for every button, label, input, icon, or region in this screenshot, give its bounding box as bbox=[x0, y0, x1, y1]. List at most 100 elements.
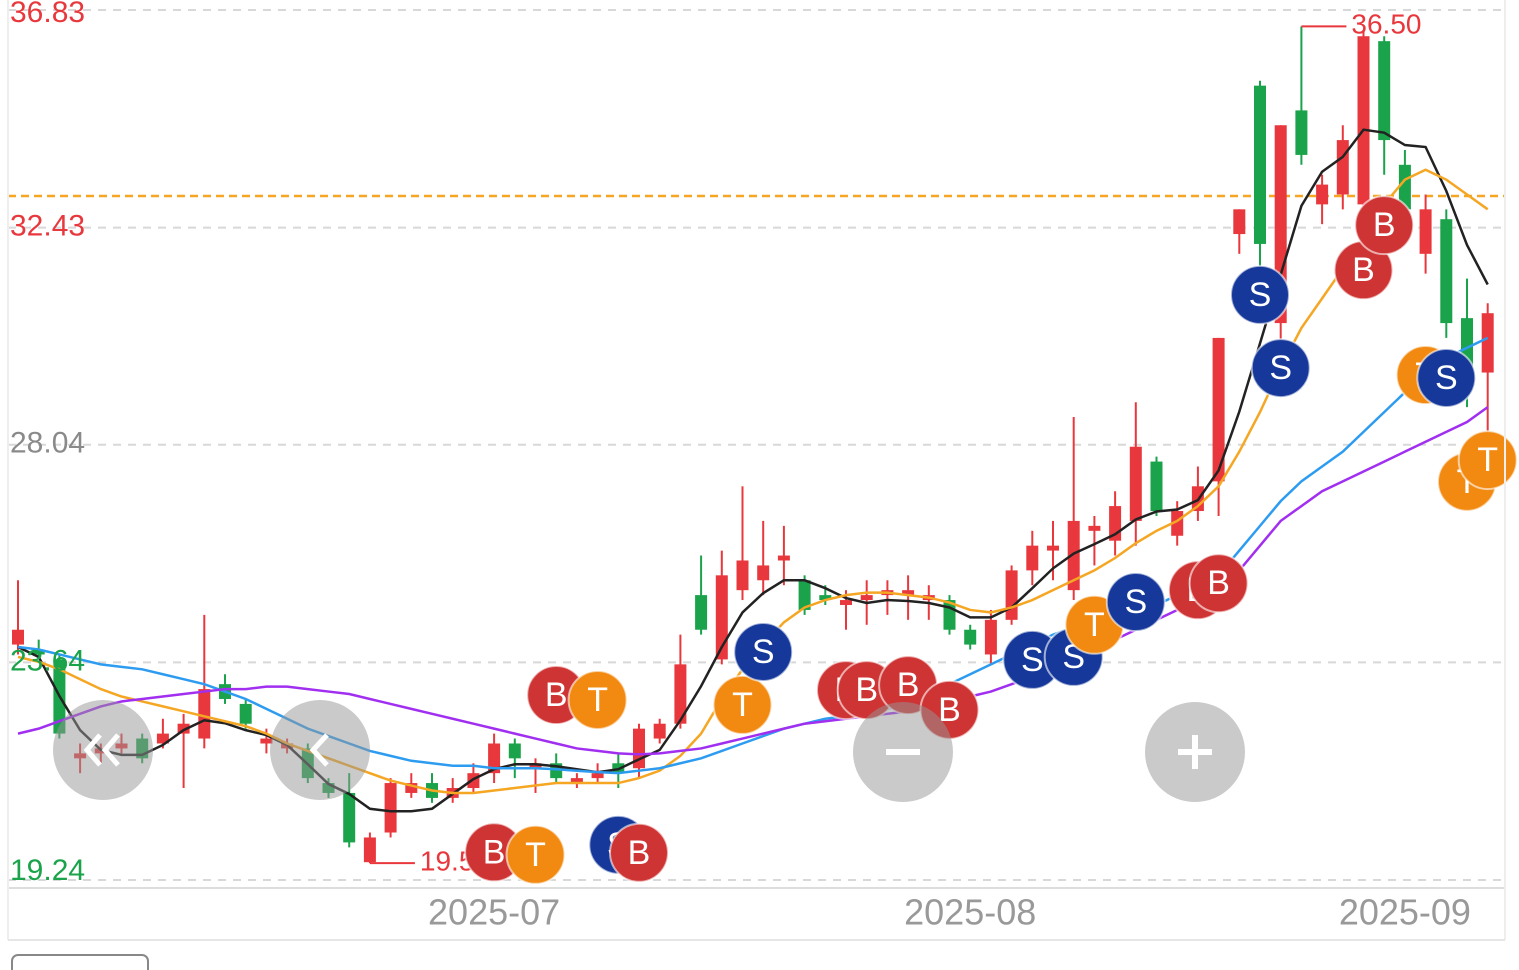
candle-body bbox=[695, 595, 708, 630]
trade-marker: S bbox=[1105, 572, 1166, 633]
candle-body bbox=[1026, 545, 1039, 571]
zoom-out-button[interactable] bbox=[853, 702, 953, 802]
candle-body bbox=[260, 738, 273, 744]
x-tick-label: 2025-07 bbox=[428, 892, 560, 933]
candle-body bbox=[1088, 525, 1101, 531]
candle-body bbox=[1316, 184, 1329, 205]
trade-marker-circle bbox=[1250, 338, 1311, 399]
candle-body bbox=[1129, 446, 1142, 521]
trade-marker-circle bbox=[1354, 195, 1415, 256]
candle-body bbox=[860, 595, 873, 601]
y-tick-label: 19.24 bbox=[10, 854, 85, 887]
candle-body bbox=[12, 629, 24, 645]
candle-body bbox=[964, 629, 977, 645]
candle-body bbox=[653, 723, 666, 739]
trade-marker-circle bbox=[1457, 430, 1518, 491]
trade-marker-circle bbox=[1230, 264, 1290, 325]
trade-marker-circle bbox=[712, 674, 773, 735]
trade-marker-text: T bbox=[1477, 441, 1498, 479]
trade-marker-text: B bbox=[1352, 251, 1375, 289]
trade-marker: B bbox=[1188, 553, 1249, 614]
trade-marker-text: S bbox=[1249, 276, 1272, 314]
trade-marker-text: S bbox=[1021, 641, 1044, 679]
scroll-left-button[interactable] bbox=[270, 700, 370, 800]
candle-body bbox=[902, 590, 915, 596]
candle-body bbox=[591, 773, 604, 779]
candle-body bbox=[736, 560, 749, 591]
jump-start-button[interactable] bbox=[53, 700, 153, 800]
trade-marker-text: B bbox=[545, 676, 568, 714]
annotation-label: 36.50 bbox=[1351, 9, 1421, 40]
candle-body bbox=[1398, 164, 1411, 210]
y-tick-label: 36.83 bbox=[10, 0, 85, 29]
trade-marker: S bbox=[733, 621, 794, 682]
trade-marker-circle bbox=[505, 824, 566, 885]
candle-body bbox=[529, 763, 542, 769]
candle-body bbox=[1336, 140, 1349, 195]
trade-marker: T bbox=[505, 824, 566, 885]
candle-body bbox=[1047, 545, 1059, 551]
candle-body bbox=[715, 575, 728, 660]
candle-body bbox=[198, 689, 211, 739]
candle-body bbox=[32, 649, 45, 655]
trade-marker: B bbox=[609, 822, 669, 883]
trade-marker-text: S bbox=[1269, 349, 1292, 387]
trade-marker-circle bbox=[733, 621, 794, 682]
candle-body bbox=[757, 565, 770, 581]
x-tick-label: 2025-09 bbox=[1339, 892, 1471, 933]
trade-marker: B bbox=[464, 822, 525, 883]
candle-body bbox=[674, 664, 687, 724]
candle-body bbox=[508, 743, 521, 759]
zoom-in-button[interactable] bbox=[1145, 702, 1245, 802]
trade-marker: B bbox=[1354, 195, 1415, 256]
candle-body bbox=[363, 837, 376, 863]
candle-body bbox=[777, 555, 790, 561]
candle-body bbox=[1419, 209, 1432, 254]
trade-marker-text: T bbox=[732, 686, 753, 724]
trade-marker-text: B bbox=[855, 671, 878, 709]
candle-body bbox=[1067, 520, 1080, 591]
candle-body bbox=[1295, 110, 1308, 155]
candle-body bbox=[840, 600, 852, 606]
bottom-tab[interactable] bbox=[11, 954, 149, 970]
trade-marker-text: B bbox=[1373, 206, 1396, 244]
trade-marker-text: S bbox=[1124, 583, 1147, 621]
trade-marker: T bbox=[712, 674, 773, 735]
moving-average-line bbox=[17, 128, 1489, 813]
trade-marker: T bbox=[567, 669, 628, 730]
trade-marker-circle bbox=[609, 822, 669, 883]
nav-buttons[interactable] bbox=[53, 700, 1245, 802]
candle-body bbox=[177, 723, 190, 734]
trade-marker-text: T bbox=[587, 681, 608, 719]
moving-average-line bbox=[17, 336, 1489, 775]
candle-body bbox=[798, 580, 811, 610]
trade-marker-text: B bbox=[483, 833, 506, 871]
trade-marker-text: S bbox=[752, 633, 775, 671]
candle-body bbox=[1440, 219, 1453, 324]
trade-marker-circle bbox=[1188, 553, 1249, 614]
trade-marker-text: S bbox=[1435, 359, 1458, 397]
candle-body bbox=[1212, 337, 1225, 482]
candle-body bbox=[1150, 461, 1163, 512]
trade-marker-text: B bbox=[628, 834, 651, 872]
candle-body bbox=[819, 595, 832, 601]
trade-marker-text: B bbox=[1207, 564, 1230, 602]
candle-body bbox=[343, 792, 356, 843]
trade-marker-text: T bbox=[525, 836, 546, 874]
y-tick-label: 23.64 bbox=[10, 644, 85, 677]
candle-body bbox=[1254, 85, 1266, 244]
candle-body bbox=[984, 619, 997, 655]
candle-body bbox=[1171, 511, 1184, 536]
trade-marker: S bbox=[1416, 347, 1477, 408]
candle-body bbox=[1005, 570, 1018, 620]
candle-body bbox=[384, 783, 397, 833]
trade-marker-text: T bbox=[1084, 606, 1105, 644]
trade-marker-text: B bbox=[897, 666, 920, 704]
trade-marker-circle bbox=[567, 669, 628, 730]
y-tick-label: 28.04 bbox=[10, 427, 85, 460]
trade-marker: S bbox=[1230, 264, 1290, 325]
candle-body bbox=[156, 733, 169, 744]
trade-marker: T bbox=[1457, 430, 1518, 491]
